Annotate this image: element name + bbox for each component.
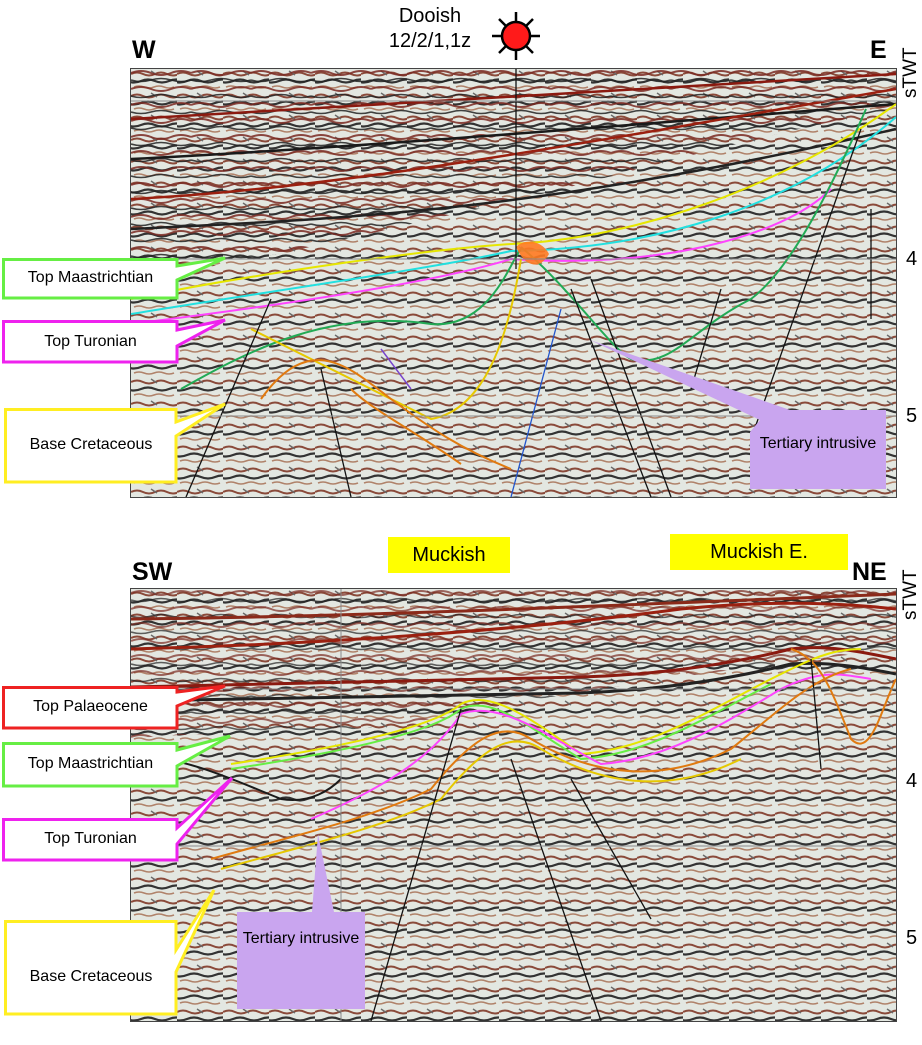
callout-shape	[4, 402, 226, 484]
well-name: Dooish	[398, 5, 462, 27]
intrusive-shape	[590, 340, 886, 489]
callout-shape	[2, 318, 226, 364]
callout-text: Base Cretaceous	[29, 968, 153, 985]
callout-shape	[2, 734, 231, 788]
tertiary-intrusive-bottom: Tertiary intrusive	[236, 834, 366, 1010]
top-axis-unit: sTWT	[900, 47, 921, 98]
bottom-tick-5: 5	[906, 927, 918, 949]
callout-base-cretaceous-bottom: Base Cretaceous	[4, 889, 229, 1016]
callout-shape	[2, 684, 226, 730]
callout-top-turonian: Top Turonian	[2, 318, 227, 364]
bottom-axis-unit: sTWT	[900, 569, 921, 620]
well-label: Dooish 12/2/1,1z	[345, 4, 515, 54]
intrusive-label: Tertiary intrusive	[242, 930, 360, 947]
intrusive-label: Tertiary intrusive	[759, 435, 877, 452]
northeast-direction-label: NE	[852, 558, 887, 586]
callout-base-cretaceous: Base Cretaceous	[4, 402, 229, 484]
southwest-direction-label: SW	[132, 558, 173, 586]
tertiary-intrusive-top: Tertiary intrusive	[590, 340, 890, 490]
callout-shape	[4, 889, 216, 1016]
callout-shape	[2, 776, 234, 862]
callout-text: Top Maastrichtian	[27, 269, 154, 286]
prospect-muckish-label: Muckish	[388, 537, 510, 573]
callout-top-maastrichtian: Top Maastrichtian	[2, 256, 227, 300]
callout-top-palaeocene: Top Palaeocene	[2, 684, 227, 730]
seismic-section-bottom	[130, 588, 897, 1022]
callout-text: Base Cretaceous	[29, 436, 153, 453]
east-direction-label: E	[870, 36, 887, 64]
top-tick-5: 5	[906, 405, 918, 427]
seismic-section-top	[130, 68, 897, 498]
callout-text: Top Palaeocene	[33, 698, 148, 715]
seismic-image-bottom	[131, 589, 896, 1021]
callout-text: Top Turonian	[44, 830, 137, 847]
intrusive-shape	[237, 834, 365, 1009]
callout-shape	[2, 256, 226, 300]
well-symbol-icon	[492, 12, 540, 60]
prospect-muckish-e-label: Muckish E.	[670, 534, 848, 570]
callout-top-maastrichtian-bottom: Top Maastrichtian	[2, 734, 232, 788]
callout-text: Top Maastrichtian	[27, 755, 154, 772]
top-tick-4: 4	[906, 248, 918, 270]
west-direction-label: W	[132, 36, 156, 64]
well-id: 12/2/1,1z	[388, 30, 472, 52]
callout-top-turonian-bottom: Top Turonian	[2, 776, 234, 862]
callout-text: Top Turonian	[44, 332, 137, 350]
seismic-image-top	[131, 69, 896, 497]
bottom-tick-4: 4	[906, 770, 918, 792]
